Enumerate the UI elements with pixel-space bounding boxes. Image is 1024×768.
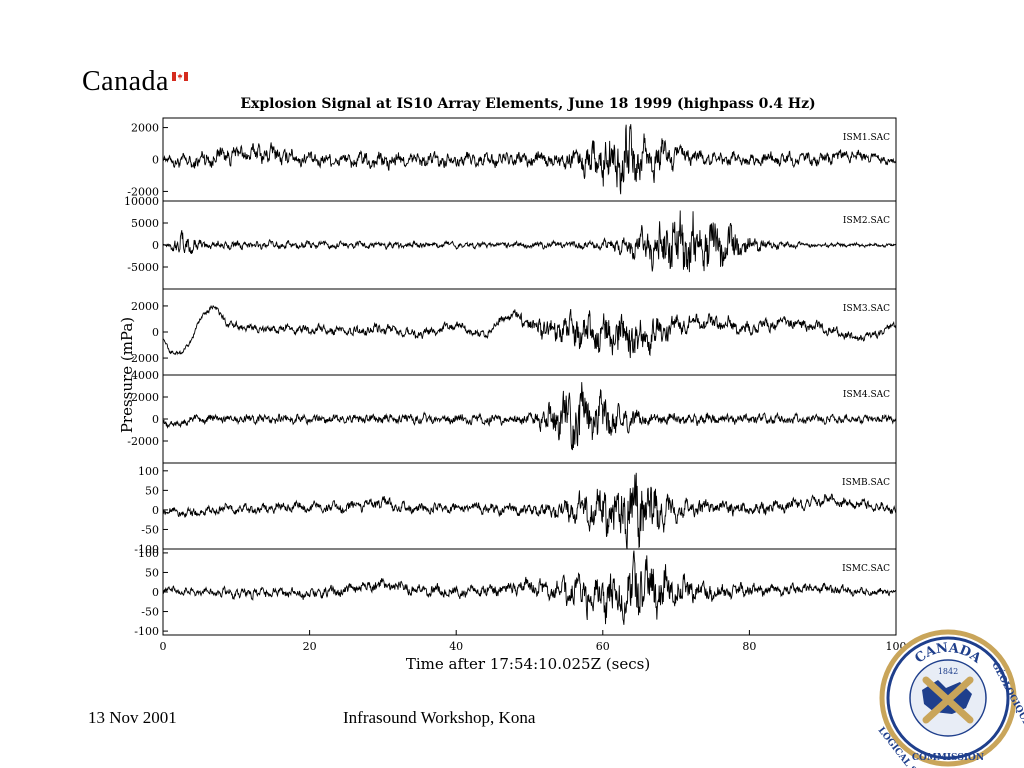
seal-year: 1842 xyxy=(938,667,958,676)
waveform-trace xyxy=(162,550,897,625)
y-tick-label: 2000 xyxy=(131,391,159,404)
y-tick-label: -5000 xyxy=(127,261,159,274)
y-tick-label: 100 xyxy=(138,547,159,560)
y-axis-label: Pressure (mPa) xyxy=(118,317,136,433)
x-tick-label: 0 xyxy=(160,640,167,653)
y-tick-label: 50 xyxy=(145,566,159,579)
y-tick-label: 4000 xyxy=(131,369,159,382)
y-tick-label: 10000 xyxy=(124,195,159,208)
x-tick-label: 60 xyxy=(596,640,610,653)
panel-frame xyxy=(162,288,897,376)
canada-flag-icon xyxy=(172,72,188,81)
y-tick-label: 0 xyxy=(152,239,159,252)
y-tick-label: 0 xyxy=(152,326,159,339)
series-label: ISM1.SAC xyxy=(843,133,890,143)
y-tick-label: -50 xyxy=(141,606,159,619)
geological-survey-seal-icon: 1842 CANADA LOGICAL SURVEY COMMISSION GÉ… xyxy=(876,629,1024,768)
series-label: ISMB.SAC xyxy=(842,478,890,488)
x-tick-label: 40 xyxy=(449,640,463,653)
waveform-trace xyxy=(162,472,897,550)
y-tick-label: 0 xyxy=(152,413,159,426)
waveform-trace xyxy=(162,305,897,359)
y-tick-label: 0 xyxy=(152,154,159,167)
series-label: ISM3.SAC xyxy=(843,304,890,314)
series-label: ISM4.SAC xyxy=(843,390,890,400)
waveform-trace xyxy=(162,124,897,195)
x-axis-label: Time after 17:54:10.025Z (secs) xyxy=(406,655,650,673)
seal-text-bottom: COMMISSION xyxy=(912,753,984,763)
y-tick-label: -50 xyxy=(141,523,159,536)
y-tick-label: 5000 xyxy=(131,217,159,230)
y-tick-label: 0 xyxy=(152,586,159,599)
canada-wordmark: Canada xyxy=(82,66,169,97)
y-tick-label: 0 xyxy=(152,504,159,517)
footer-date: 13 Nov 2001 xyxy=(88,708,177,727)
series-label: ISMC.SAC xyxy=(842,564,890,574)
y-tick-label: 50 xyxy=(145,484,159,497)
y-tick-label: -2000 xyxy=(127,352,159,365)
y-tick-label: -100 xyxy=(134,625,159,638)
y-tick-label: -2000 xyxy=(127,185,159,198)
footer-event: Infrasound Workshop, Kona xyxy=(343,708,536,727)
y-tick-label: -2000 xyxy=(127,435,159,448)
y-tick-label: 2000 xyxy=(131,122,159,135)
chart-title: Explosion Signal at IS10 Array Elements,… xyxy=(240,96,815,112)
y-tick-label: 2000 xyxy=(131,300,159,313)
waveform-trace xyxy=(162,210,897,273)
y-tick-label: 100 xyxy=(138,465,159,478)
x-tick-label: 20 xyxy=(303,640,317,653)
x-tick-label: 80 xyxy=(742,640,756,653)
series-label: ISM2.SAC xyxy=(843,216,890,226)
waveform-trace xyxy=(162,382,897,451)
y-tick-label: -100 xyxy=(134,543,159,556)
